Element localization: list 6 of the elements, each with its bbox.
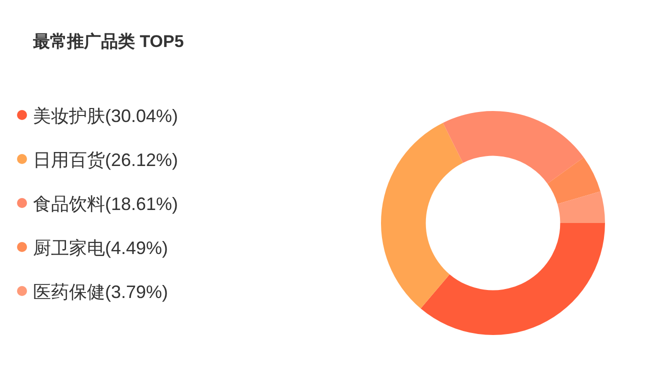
legend-label: 美妆护肤(30.04%) [33,106,178,126]
legend-label: 日用百货(26.12%) [33,150,178,170]
legend-label: 食品饮料(18.61%) [33,194,178,214]
legend-label: 厨卫家电(4.49%) [33,238,168,258]
legend-label: 医药保健(3.79%) [33,282,168,302]
chart-title: 最常推广品类 TOP5 [32,32,184,51]
